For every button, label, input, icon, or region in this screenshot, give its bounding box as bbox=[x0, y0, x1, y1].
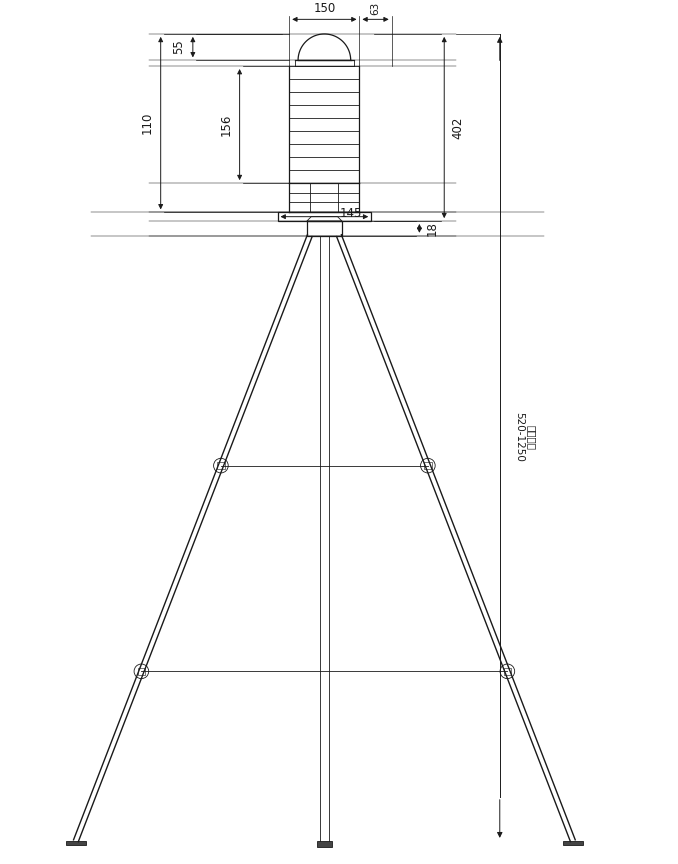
Bar bbox=[563, 841, 583, 845]
Bar bbox=[317, 841, 332, 847]
Text: 63: 63 bbox=[371, 2, 380, 15]
Text: 110: 110 bbox=[140, 112, 153, 134]
Bar bbox=[66, 841, 86, 845]
Bar bbox=[307, 221, 342, 236]
Text: 402: 402 bbox=[452, 117, 464, 139]
Text: 156: 156 bbox=[219, 113, 233, 136]
Text: 145: 145 bbox=[340, 206, 362, 219]
Bar bbox=[138, 668, 145, 675]
Text: 伸缩范围
520-1250: 伸缩范围 520-1250 bbox=[515, 412, 536, 462]
Bar bbox=[277, 213, 371, 221]
Bar bbox=[424, 462, 431, 469]
Bar bbox=[217, 462, 224, 469]
Bar bbox=[504, 668, 511, 675]
Text: 150: 150 bbox=[313, 2, 336, 15]
Text: 18: 18 bbox=[425, 221, 438, 236]
Text: 55: 55 bbox=[172, 40, 186, 54]
